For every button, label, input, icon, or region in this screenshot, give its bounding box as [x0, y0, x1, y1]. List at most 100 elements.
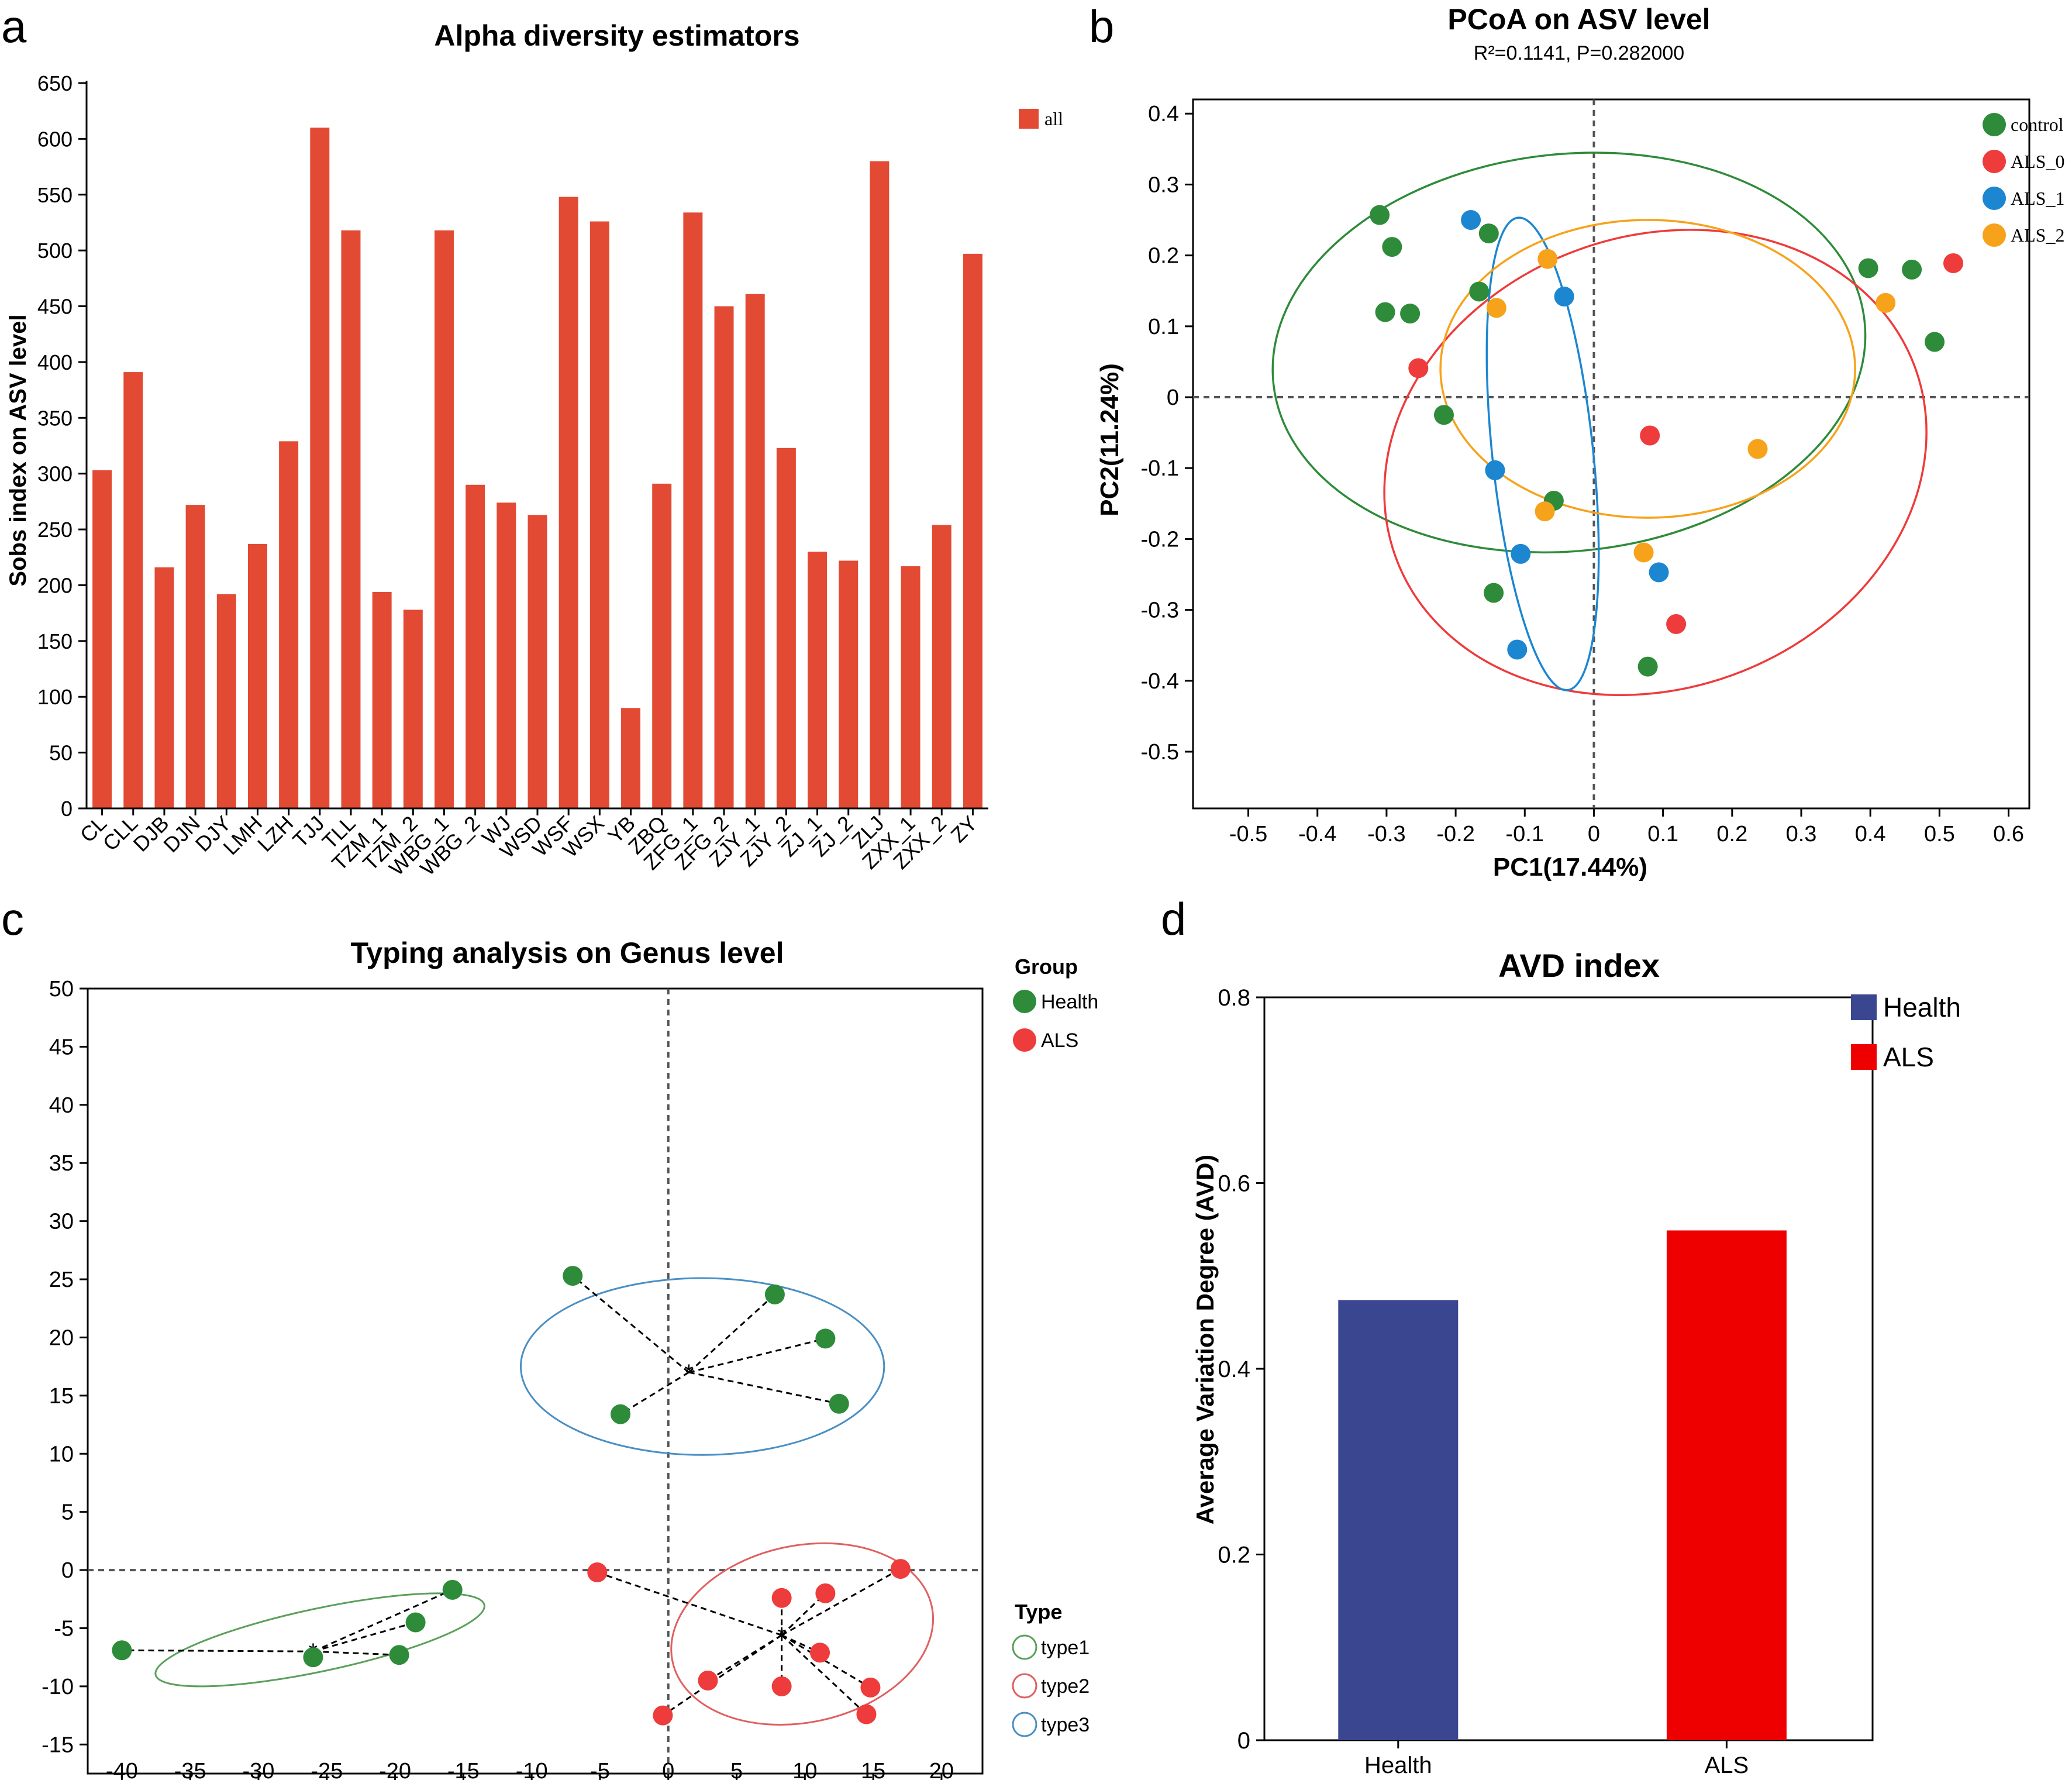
panel-b-ellipse-control: [1271, 152, 1867, 554]
panel-c-spoke-type2: [781, 1592, 826, 1636]
panel-c-spoke-type1: [312, 1589, 453, 1652]
panel-d-x-tick-label: ALS: [1705, 1753, 1749, 1778]
panel-c-point-Health: [442, 1579, 463, 1600]
panel-c-spoke-type2: [597, 1571, 782, 1636]
panel-b-point-control: [1382, 237, 1402, 257]
panel-b-legend-marker-ALS_0: [1983, 150, 2006, 173]
panel-b-point-ALS_0: [1408, 358, 1429, 378]
panel-b-x-tick-label: 0: [1588, 822, 1600, 846]
panel-c-y-tick-label: 50: [49, 977, 74, 1001]
panel-d-y-tick-label: 0.8: [1218, 985, 1250, 1011]
panel-b-x-tick-label: -0.3: [1367, 822, 1405, 846]
panel-a-bar-ZJY_2: [776, 447, 796, 808]
panel-a-bar-WBG_2: [466, 484, 485, 808]
panel-a-y-axis-label: Sobs index on ASV level: [5, 314, 31, 586]
panel-c-legend-marker-ALS: [1013, 1028, 1036, 1052]
panel-d-legend-swatch-als: [1851, 1044, 1877, 1070]
panel-c-title: Typing analysis on Genus level: [351, 937, 784, 969]
panel-c-point-ALS: [890, 1559, 911, 1579]
panel-a-bar-chart: Alpha diversity estimators Sobs index on…: [5, 19, 1063, 880]
panel-d-title: AVD index: [1498, 947, 1660, 984]
panel-c-y-tick-label: 35: [49, 1151, 74, 1176]
panel-b-x-tick-label: 0.6: [1993, 822, 2024, 846]
panel-b-point-ALS_2: [1486, 298, 1506, 318]
panel-c-spoke-type2: [781, 1568, 901, 1636]
panel-b-point-ALS_1: [1649, 562, 1669, 583]
panel-b-y-axis-label: PC2(11.24%): [1095, 363, 1124, 517]
panel-c-legend-marker-type1: [1012, 1634, 1037, 1660]
panel-b-y-tick-label: 0.2: [1148, 244, 1179, 268]
panel-a-bar-WSF: [558, 197, 578, 809]
panel-c-centroid-type3: *: [684, 1360, 694, 1386]
panel-b-legend: control ALS_0 ALS_1 ALS_2: [1983, 113, 2064, 247]
panel-b-ellipse-ALS_0: [1383, 229, 1928, 696]
panel-b-legend-label-ALS_1: ALS_1: [2011, 188, 2064, 209]
panel-d-bar-Health: [1338, 1300, 1459, 1740]
panel-d-y-axis-label: Average Variation Degree (AVD): [1191, 1155, 1219, 1525]
panel-c-spoke-type3: [620, 1371, 689, 1415]
panel-c-spoke-type3: [572, 1275, 689, 1373]
panel-c-point-Health: [764, 1284, 785, 1304]
panel-c-y-tick-label: -5: [54, 1616, 74, 1641]
panel-c-x-tick-label: 20: [929, 1759, 954, 1780]
panel-b-ellipse-ALS_1: [1485, 216, 1600, 691]
panel-c-y-tick-label: 20: [49, 1325, 74, 1350]
panel-a-bar-ZJ_2: [839, 560, 859, 808]
panel-a-bar-ZJY_1: [745, 294, 765, 808]
panel-b-x-tick-label: -0.5: [1229, 822, 1267, 846]
panel-b-legend-marker-ALS_2: [1983, 223, 2006, 247]
panel-a-y-tick-label: 150: [37, 629, 73, 653]
panel-c-y-tick-label: -10: [42, 1675, 74, 1699]
panel-c-x-tick-label: 5: [730, 1759, 743, 1780]
panel-b-point-ALS_2: [1747, 439, 1768, 459]
panel-a-y-tick-label: 600: [37, 127, 73, 151]
panel-b-point-control: [1484, 583, 1504, 603]
panel-b-point-ALS_2: [1633, 542, 1654, 563]
panel-c-plot-frame: [87, 987, 984, 1775]
panel-b-y-tick-label: 0.4: [1148, 102, 1179, 126]
panel-a-y-tick-label: 550: [37, 183, 73, 207]
panel-c-x-tick-label: -15: [447, 1759, 480, 1780]
panel-c-point-Health: [563, 1266, 583, 1286]
panel-b-y-tick-label: -0.2: [1141, 527, 1179, 552]
panel-b-point-control: [1370, 205, 1390, 225]
panel-c-x-tick-label: -25: [311, 1759, 343, 1780]
panel-c-point-ALS: [771, 1676, 792, 1696]
panel-c-y-tick-label: 10: [49, 1442, 74, 1466]
panel-c-point-ALS: [856, 1704, 877, 1724]
panel-c-point-Health: [112, 1640, 132, 1661]
panel-b-point-ALS_1: [1554, 286, 1574, 307]
panel-c-y-tick-label: -15: [42, 1733, 74, 1757]
panel-b-x-tick-label: 0.3: [1786, 822, 1817, 846]
panel-c-legend-marker-type2: [1012, 1673, 1037, 1699]
panel-b-x-axis-label: PC1(17.44%): [1493, 853, 1647, 882]
panel-a-bar-TZM_2: [403, 610, 423, 808]
panel-c-point-ALS: [815, 1583, 836, 1603]
panel-c-legend-label-type3: type3: [1041, 1714, 1090, 1736]
panel-b-point-ALS_1: [1507, 639, 1528, 660]
panel-b-point-control: [1434, 405, 1454, 425]
panel-b-point-ALS_0: [1640, 425, 1660, 446]
panel-c-point-Health: [610, 1404, 630, 1424]
panel-b-point-control: [1469, 281, 1490, 302]
panel-a-y-tick-label: 50: [49, 741, 73, 765]
panel-a-bar-CL: [92, 470, 112, 808]
panel-b-point-ALS_1: [1461, 210, 1481, 230]
panel-a-bar-ZLJ: [870, 161, 890, 808]
panel-a-bar-TLL: [341, 230, 361, 808]
panel-a-bar-DJY: [216, 594, 236, 808]
panel-d-x-tick-label: Health: [1364, 1753, 1432, 1778]
panel-a-y-tick-label: 650: [37, 71, 73, 95]
panel-b-point-control: [1925, 332, 1945, 352]
panel-c-spoke-type3: [688, 1293, 775, 1373]
panel-b-x-tick-label: 0.1: [1647, 822, 1678, 846]
panel-c-spoke-type1: [122, 1649, 313, 1652]
panel-c-legend-type-title: Type: [1015, 1600, 1062, 1624]
panel-c-legend-marker-type3: [1012, 1712, 1037, 1737]
panel-label-a: a: [1, 1, 27, 52]
panel-a-bar-YB: [621, 708, 641, 808]
panel-b-x-tick-label: 0.2: [1716, 822, 1747, 846]
panel-b-point-ALS_1: [1511, 543, 1531, 564]
panel-b-x-tick-label: 0.5: [1924, 822, 1955, 846]
panel-c-x-tick-label: 15: [861, 1759, 885, 1780]
